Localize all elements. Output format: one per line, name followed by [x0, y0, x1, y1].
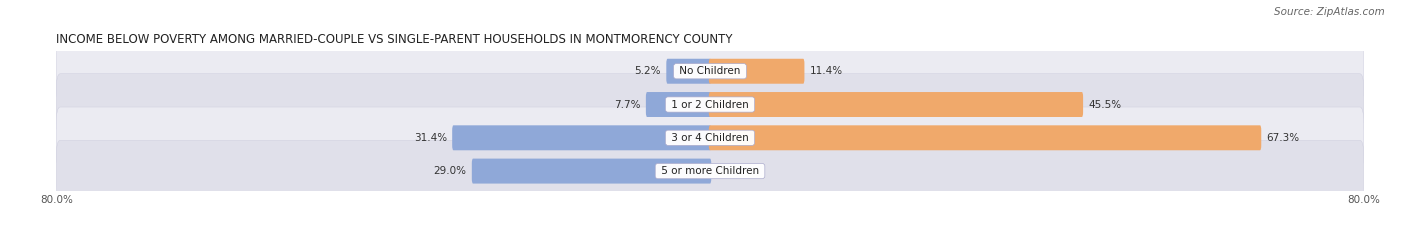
Text: 7.7%: 7.7% — [614, 99, 641, 110]
Text: 11.4%: 11.4% — [810, 66, 842, 76]
FancyBboxPatch shape — [645, 92, 711, 117]
FancyBboxPatch shape — [453, 125, 711, 150]
Text: INCOME BELOW POVERTY AMONG MARRIED-COUPLE VS SINGLE-PARENT HOUSEHOLDS IN MONTMOR: INCOME BELOW POVERTY AMONG MARRIED-COUPL… — [56, 33, 733, 46]
Text: 29.0%: 29.0% — [433, 166, 467, 176]
Text: Source: ZipAtlas.com: Source: ZipAtlas.com — [1274, 7, 1385, 17]
Text: 3 or 4 Children: 3 or 4 Children — [668, 133, 752, 143]
Text: No Children: No Children — [676, 66, 744, 76]
FancyBboxPatch shape — [709, 92, 1083, 117]
FancyBboxPatch shape — [56, 107, 1364, 169]
FancyBboxPatch shape — [56, 74, 1364, 135]
FancyBboxPatch shape — [56, 140, 1364, 202]
FancyBboxPatch shape — [709, 125, 1261, 150]
Text: 5 or more Children: 5 or more Children — [658, 166, 762, 176]
FancyBboxPatch shape — [472, 159, 711, 184]
FancyBboxPatch shape — [56, 41, 1364, 102]
Text: 1 or 2 Children: 1 or 2 Children — [668, 99, 752, 110]
Text: 45.5%: 45.5% — [1088, 99, 1122, 110]
FancyBboxPatch shape — [709, 59, 804, 84]
Text: 5.2%: 5.2% — [634, 66, 661, 76]
Text: 31.4%: 31.4% — [413, 133, 447, 143]
Text: 67.3%: 67.3% — [1267, 133, 1299, 143]
Text: 0.0%: 0.0% — [717, 166, 742, 176]
FancyBboxPatch shape — [666, 59, 711, 84]
